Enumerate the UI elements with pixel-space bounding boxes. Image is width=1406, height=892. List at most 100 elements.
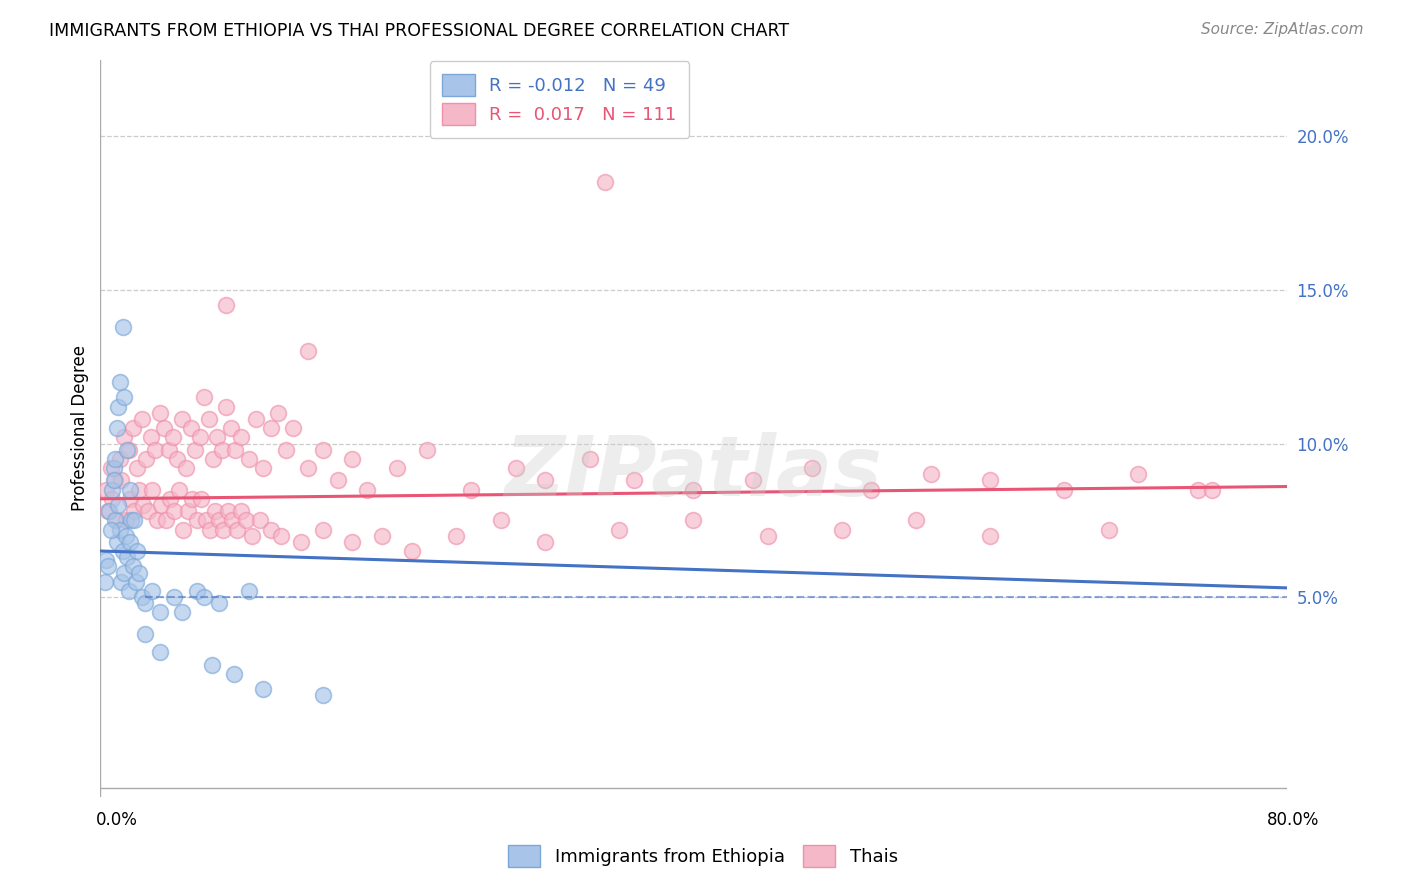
Point <box>193 391 215 405</box>
Point <box>741 474 763 488</box>
Point <box>104 451 127 466</box>
Point <box>170 412 193 426</box>
Point <box>105 534 128 549</box>
Point <box>200 657 222 672</box>
Point <box>312 689 335 703</box>
Point <box>132 498 155 512</box>
Point <box>117 583 139 598</box>
Point <box>801 461 824 475</box>
Point <box>193 590 215 604</box>
Point <box>163 590 186 604</box>
Point <box>252 461 274 475</box>
Text: Source: ZipAtlas.com: Source: ZipAtlas.com <box>1201 22 1364 37</box>
Point <box>186 583 208 598</box>
Point <box>110 574 132 589</box>
Point <box>1128 467 1150 482</box>
Point <box>153 421 176 435</box>
Text: 0.0%: 0.0% <box>96 811 138 829</box>
Point <box>489 513 512 527</box>
Point <box>221 513 243 527</box>
Point <box>342 451 364 466</box>
Point <box>385 461 408 475</box>
Point <box>100 461 122 475</box>
Point <box>122 559 145 574</box>
Point <box>141 583 163 598</box>
Point <box>682 483 704 497</box>
Point <box>145 513 167 527</box>
Point <box>166 451 188 466</box>
Legend: R = -0.012   N = 49, R =  0.017   N = 111: R = -0.012 N = 49, R = 0.017 N = 111 <box>430 62 689 137</box>
Point <box>297 461 319 475</box>
Point <box>112 566 135 580</box>
Point <box>326 474 349 488</box>
Point <box>112 430 135 444</box>
Point <box>139 430 162 444</box>
Point <box>444 529 467 543</box>
Point <box>208 513 231 527</box>
Point <box>184 442 207 457</box>
Point <box>115 442 138 457</box>
Point <box>157 442 180 457</box>
Point <box>215 400 238 414</box>
Point <box>225 523 247 537</box>
Point <box>104 513 127 527</box>
Point <box>194 513 217 527</box>
Point <box>127 461 149 475</box>
Point <box>920 467 942 482</box>
Point <box>204 504 226 518</box>
Text: IMMIGRANTS FROM ETHIOPIA VS THAI PROFESSIONAL DEGREE CORRELATION CHART: IMMIGRANTS FROM ETHIOPIA VS THAI PROFESS… <box>49 22 789 40</box>
Point <box>131 412 153 426</box>
Point <box>224 442 246 457</box>
Point <box>212 523 235 537</box>
Point <box>211 442 233 457</box>
Point <box>460 483 482 497</box>
Point <box>103 461 125 475</box>
Point <box>238 583 260 598</box>
Point <box>356 483 378 497</box>
Point <box>163 504 186 518</box>
Point <box>177 504 200 518</box>
Point <box>128 483 150 497</box>
Legend: Immigrants from Ethiopia, Thais: Immigrants from Ethiopia, Thais <box>501 838 905 874</box>
Point <box>101 483 124 497</box>
Point <box>281 421 304 435</box>
Point <box>111 544 134 558</box>
Y-axis label: Professional Degree: Professional Degree <box>72 345 89 511</box>
Point <box>756 529 779 543</box>
Point <box>312 442 335 457</box>
Point <box>401 544 423 558</box>
Point <box>172 523 194 537</box>
Point <box>222 666 245 681</box>
Point <box>607 523 630 537</box>
Point <box>134 596 156 610</box>
Point <box>97 504 120 518</box>
Point <box>121 513 143 527</box>
Point <box>252 682 274 697</box>
Point <box>831 523 853 537</box>
Point <box>415 442 437 457</box>
Point <box>231 430 253 444</box>
Point <box>127 544 149 558</box>
Point <box>1098 523 1121 537</box>
Point <box>623 474 645 488</box>
Point <box>135 451 157 466</box>
Point <box>101 491 124 506</box>
Point <box>682 513 704 527</box>
Point <box>155 513 177 527</box>
Point <box>136 504 159 518</box>
Point <box>128 566 150 580</box>
Point <box>260 523 283 537</box>
Point <box>188 430 211 444</box>
Point <box>240 529 263 543</box>
Point <box>1201 483 1223 497</box>
Point <box>207 430 229 444</box>
Point <box>217 504 239 518</box>
Point <box>505 461 527 475</box>
Point <box>297 344 319 359</box>
Point <box>118 483 141 497</box>
Point <box>342 534 364 549</box>
Point <box>98 504 121 518</box>
Point <box>118 534 141 549</box>
Point <box>190 491 212 506</box>
Point <box>202 451 225 466</box>
